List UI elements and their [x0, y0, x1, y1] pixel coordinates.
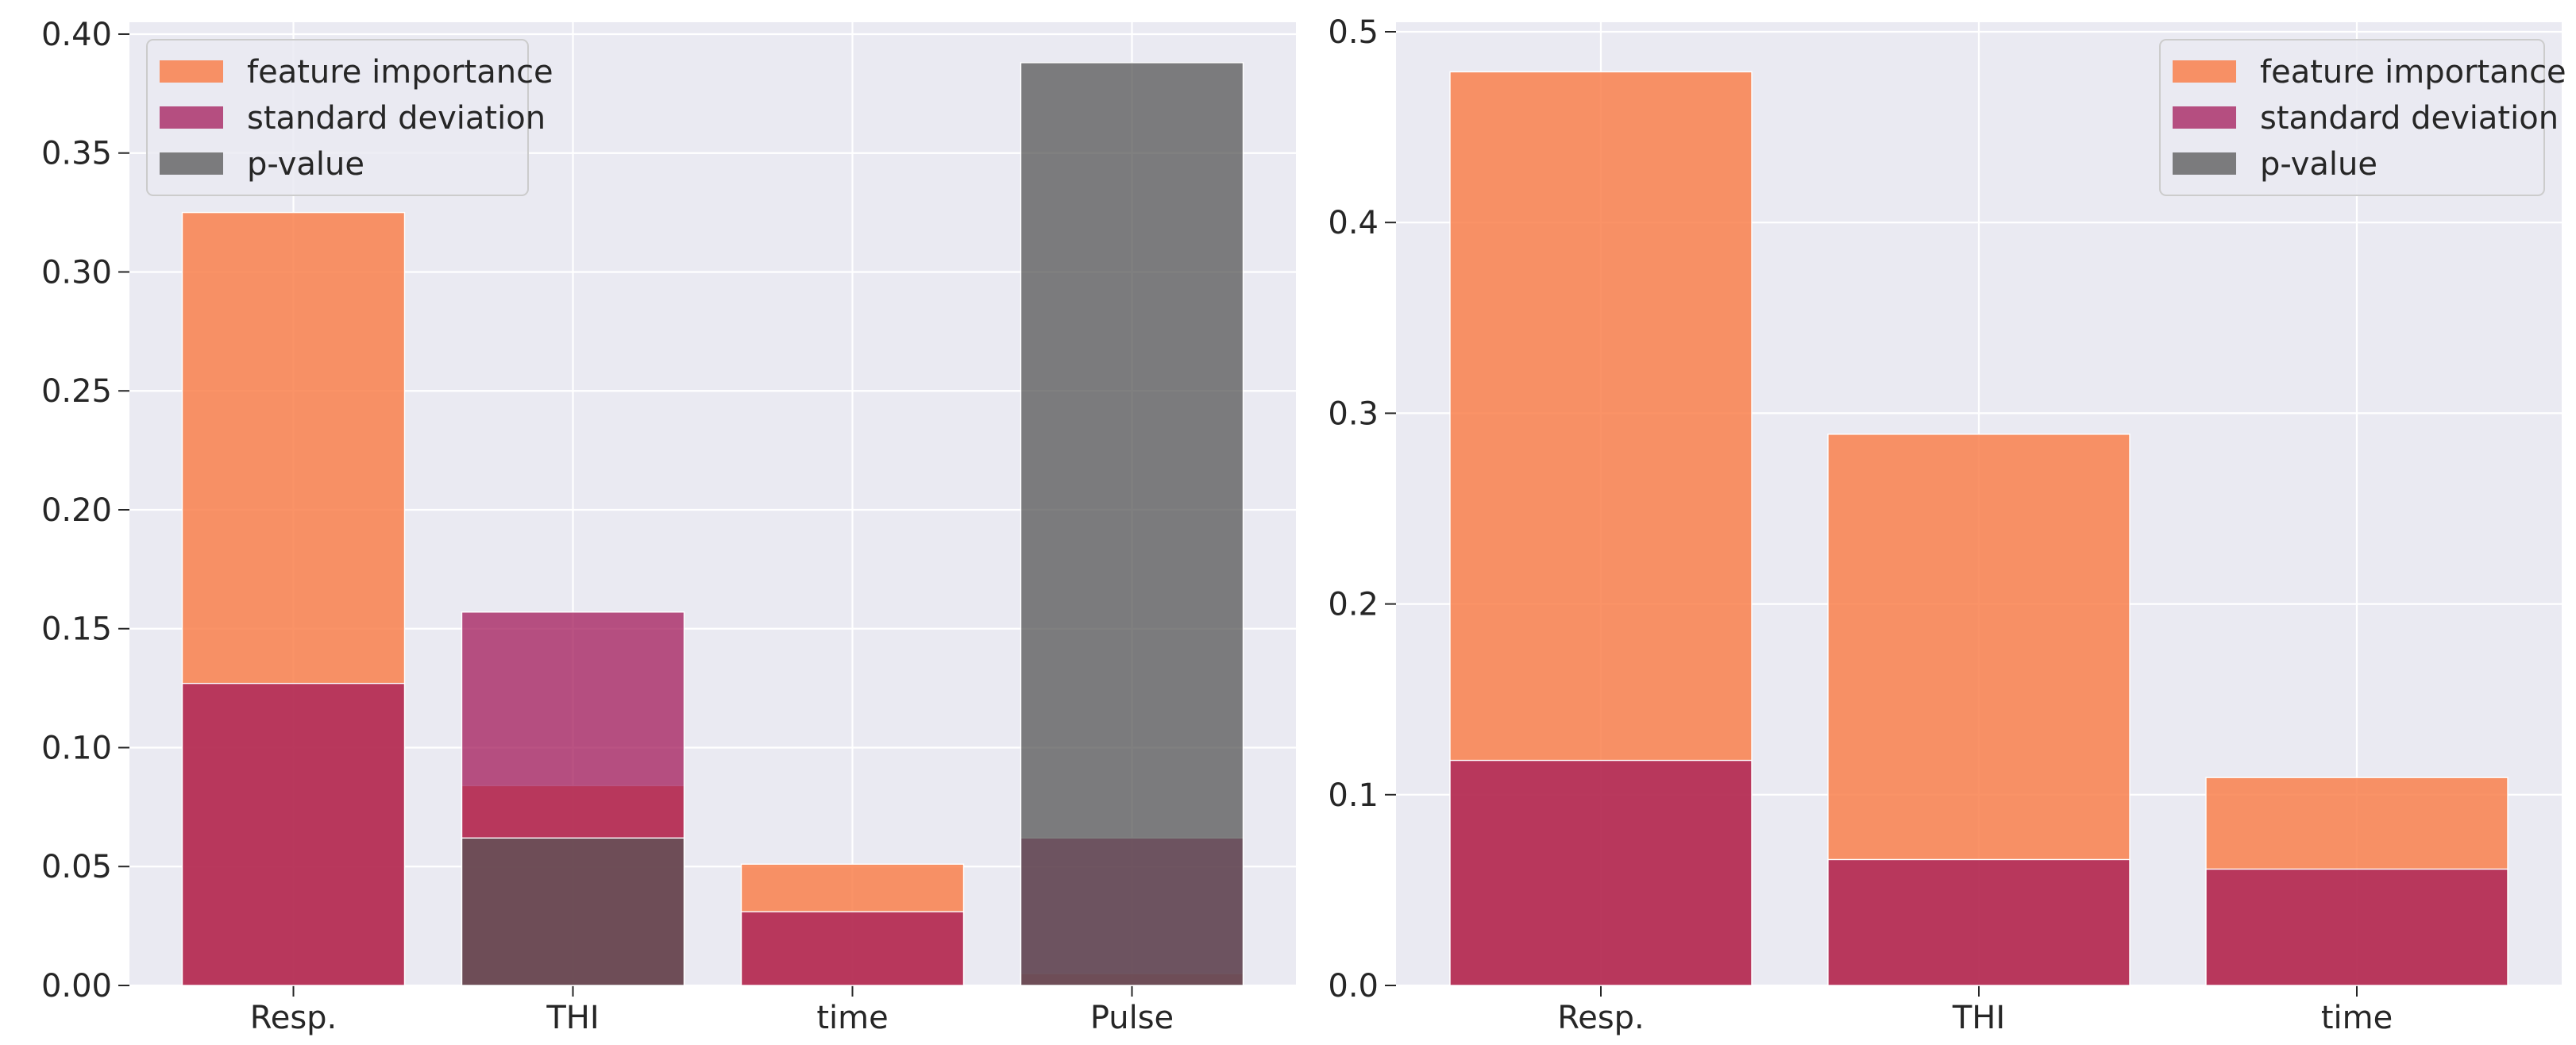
y-tick-label: 0.30: [41, 254, 112, 291]
legend-swatch-feature-importance: [2173, 60, 2236, 83]
legend-label-feature-importance: feature importance: [2260, 54, 2566, 91]
bar-standard-deviation-2: [740, 911, 965, 986]
legend-swatch-standard-deviation: [160, 106, 223, 129]
legend-swatch-p-value: [160, 152, 223, 175]
legend: feature importance standard deviation p-va…: [2159, 39, 2566, 196]
y-tick-label: 0.00: [41, 968, 112, 1005]
x-tick-label: Resp.: [1557, 1000, 1645, 1036]
legend-label-standard-deviation: standard deviation: [247, 100, 546, 137]
legend-frame: [2159, 39, 2545, 196]
y-tick-label: 0.5: [1328, 14, 1379, 51]
x-tick-label: time: [2321, 1000, 2393, 1036]
y-tick-label: 0.15: [41, 611, 112, 648]
left-chart: 0.00 0.05 0.10 0.15 0.20 0.25 0.30 0.35 0.40 Resp…: [41, 17, 1296, 1036]
bar-standard-deviation-0: [1449, 759, 1753, 986]
x-tick-label: Pulse: [1090, 1000, 1174, 1036]
y-tick-label: 0.25: [41, 373, 112, 410]
bar-standard-deviation-0: [181, 682, 406, 986]
legend-swatch-standard-deviation: [2173, 106, 2236, 129]
legend-label-standard-deviation: standard deviation: [2260, 100, 2559, 137]
y-tick-label: 0.20: [41, 492, 112, 529]
y-tick-label: 0.4: [1328, 205, 1379, 241]
bar-standard-deviation-2: [2205, 868, 2509, 986]
bar-p-value-3: [1020, 62, 1244, 986]
x-tick-label: Resp.: [250, 1000, 337, 1036]
series-standard-deviation: [1449, 759, 2509, 986]
right-chart: 0.0 0.1 0.2 0.3 0.4 0.5 Resp. THI time feature im…: [1328, 14, 2566, 1036]
y-tick-label: 0.40: [41, 17, 112, 53]
legend-swatch-feature-importance: [160, 60, 223, 83]
legend: feature importance standard deviation p-va…: [146, 39, 553, 196]
x-tick-label: time: [816, 1000, 888, 1036]
y-tick-label: 0.35: [41, 136, 112, 172]
x-tick-label: THI: [1952, 1000, 2005, 1036]
y-tick-label: 0.3: [1328, 395, 1379, 432]
legend-label-p-value: p-value: [2260, 146, 2377, 183]
series-p-value: [461, 62, 1244, 986]
y-tick-label: 0.2: [1328, 587, 1379, 623]
legend-label-feature-importance: feature importance: [247, 54, 553, 91]
y-tick-label: 0.1: [1328, 777, 1379, 814]
bar-p-value-1: [461, 837, 685, 986]
y-tick-label: 0.05: [41, 849, 112, 885]
y-tick-label: 0.0: [1328, 968, 1379, 1005]
legend-frame: [146, 39, 529, 196]
legend-label-p-value: p-value: [247, 146, 364, 183]
y-tick-label: 0.10: [41, 730, 112, 766]
legend-swatch-p-value: [2173, 152, 2236, 175]
x-tick-label: THI: [546, 1000, 599, 1036]
bar-standard-deviation-1: [1827, 858, 2131, 986]
